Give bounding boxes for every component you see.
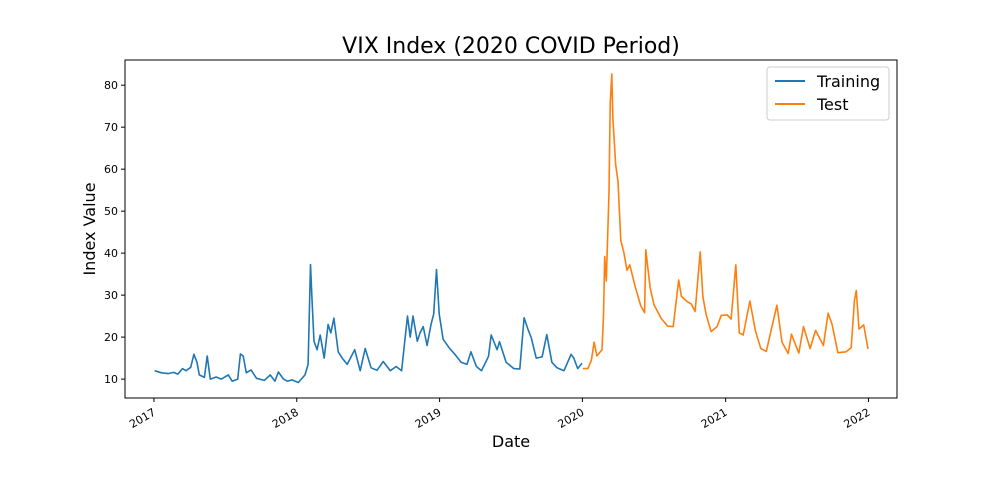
x-axis-label: Date xyxy=(492,432,530,451)
legend-label-test: Test xyxy=(816,95,849,114)
y-tick-label: 30 xyxy=(104,289,118,302)
y-tick-label: 60 xyxy=(104,163,118,176)
y-tick-label: 80 xyxy=(104,79,118,92)
y-tick-label: 40 xyxy=(104,247,118,260)
series-line-test xyxy=(582,73,869,370)
y-axis-label: Index Value xyxy=(80,182,99,275)
plot-series xyxy=(154,73,869,384)
chart-title: VIX Index (2020 COVID Period) xyxy=(342,34,680,59)
y-tick-label: 20 xyxy=(104,331,118,344)
y-tick-label: 50 xyxy=(104,205,118,218)
y-tick-label: 10 xyxy=(104,373,118,386)
plot-frame xyxy=(124,59,898,399)
y-axis: 10 20 30 40 50 60 70 80 xyxy=(104,79,125,386)
legend-label-training: Training xyxy=(816,72,880,91)
legend: Training Test xyxy=(766,66,890,121)
y-tick-label: 70 xyxy=(104,121,118,134)
series-line-training xyxy=(154,263,583,384)
